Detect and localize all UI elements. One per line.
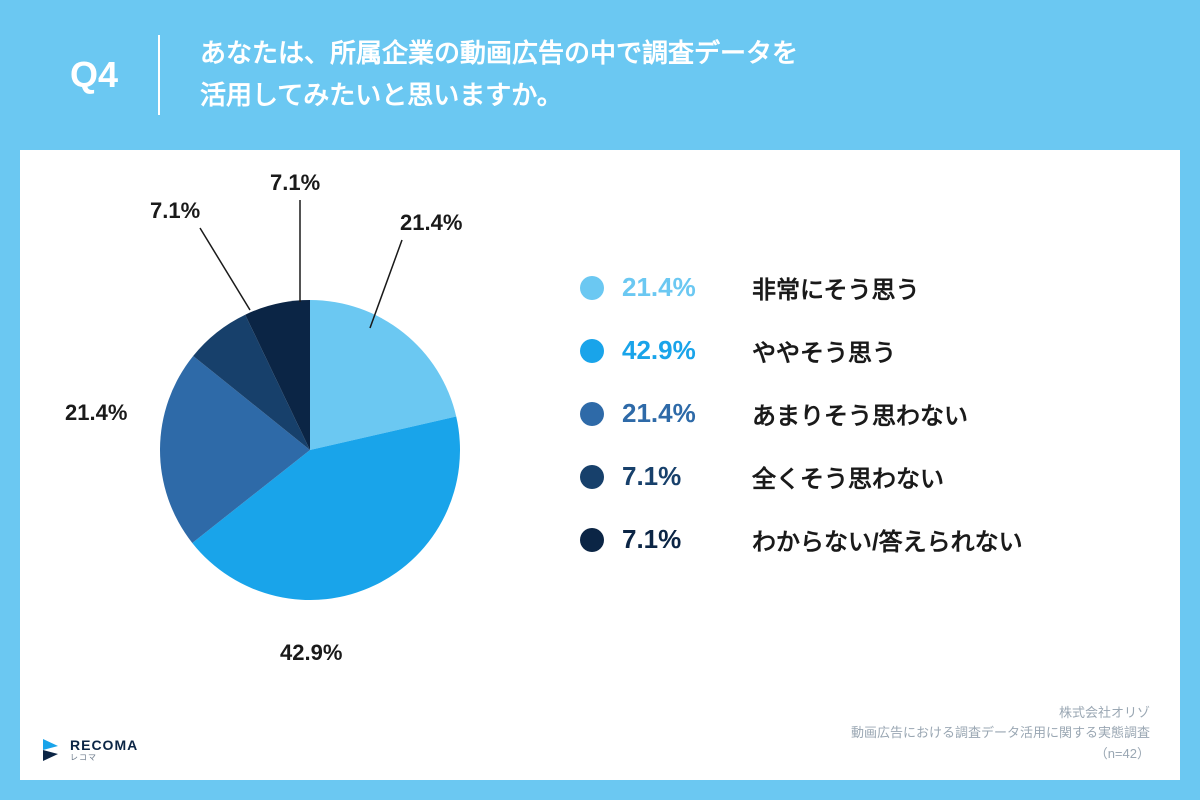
question-number: Q4 (70, 35, 160, 115)
legend-label: ややそう思う (752, 333, 896, 368)
legend-swatch (580, 339, 604, 363)
logo-mark-icon (40, 735, 64, 765)
chart-panel: 21.4%42.9%21.4%7.1%7.1% 21.4%非常にそう思う42.9… (20, 150, 1180, 780)
legend-label: 全くそう思わない (752, 459, 944, 494)
credit-line-1: 株式会社オリゾ (851, 703, 1150, 724)
legend-row: 21.4%非常にそう思う (580, 270, 1180, 305)
legend-label: わからない/答えられない (752, 522, 1023, 557)
logo-text-block: RECOMA レコマ (70, 738, 138, 763)
legend-percent: 21.4% (622, 398, 752, 429)
pie-callout-label: 21.4% (400, 210, 462, 236)
pie-callout-label: 42.9% (280, 640, 342, 666)
credit-line-3: （n=42） (851, 744, 1150, 765)
legend-row: 7.1%わからない/答えられない (580, 522, 1180, 557)
legend-swatch (580, 465, 604, 489)
legend-label: 非常にそう思う (752, 270, 920, 305)
legend-row: 42.9%ややそう思う (580, 333, 1180, 368)
legend-percent: 42.9% (622, 335, 752, 366)
pie-chart-area: 21.4% 42.9% 21.4% 7.1% 7.1% (20, 150, 580, 780)
legend-percent: 21.4% (622, 272, 752, 303)
body-wrap: 21.4%42.9%21.4%7.1%7.1% 21.4%非常にそう思う42.9… (0, 150, 1200, 800)
legend-swatch (580, 276, 604, 300)
legend-swatch (580, 402, 604, 426)
callout-line (200, 228, 250, 310)
pie-chart (160, 300, 460, 600)
legend-swatch (580, 528, 604, 552)
logo-subtext: レコマ (70, 752, 138, 763)
legend-row: 21.4%あまりそう思わない (580, 396, 1180, 431)
legend-percent: 7.1% (622, 524, 752, 555)
footer-credit: 株式会社オリゾ 動画広告における調査データ活用に関する実態調査 （n=42） (851, 703, 1150, 765)
legend-label: あまりそう思わない (752, 396, 968, 431)
pie-callout-label: 21.4% (65, 400, 127, 426)
credit-line-2: 動画広告における調査データ活用に関する実態調査 (851, 723, 1150, 744)
pie-callout-label: 7.1% (150, 198, 200, 224)
legend-percent: 7.1% (622, 461, 752, 492)
legend: 21.4%非常にそう思う42.9%ややそう思う21.4%あまりそう思わない7.1… (580, 150, 1180, 780)
logo-text: RECOMA (70, 738, 138, 752)
question-text: あなたは、所属企業の動画広告の中で調査データを 活用してみたいと思いますか。 (160, 33, 798, 116)
legend-row: 7.1%全くそう思わない (580, 459, 1180, 494)
question-line-2: 活用してみたいと思いますか。 (200, 80, 563, 110)
question-line-1: あなたは、所属企業の動画広告の中で調査データを (200, 38, 798, 68)
header-bar: Q4 あなたは、所属企業の動画広告の中で調査データを 活用してみたいと思いますか… (0, 0, 1200, 150)
footer-logo: RECOMA レコマ (40, 735, 138, 765)
pie-callout-label: 7.1% (270, 170, 320, 196)
